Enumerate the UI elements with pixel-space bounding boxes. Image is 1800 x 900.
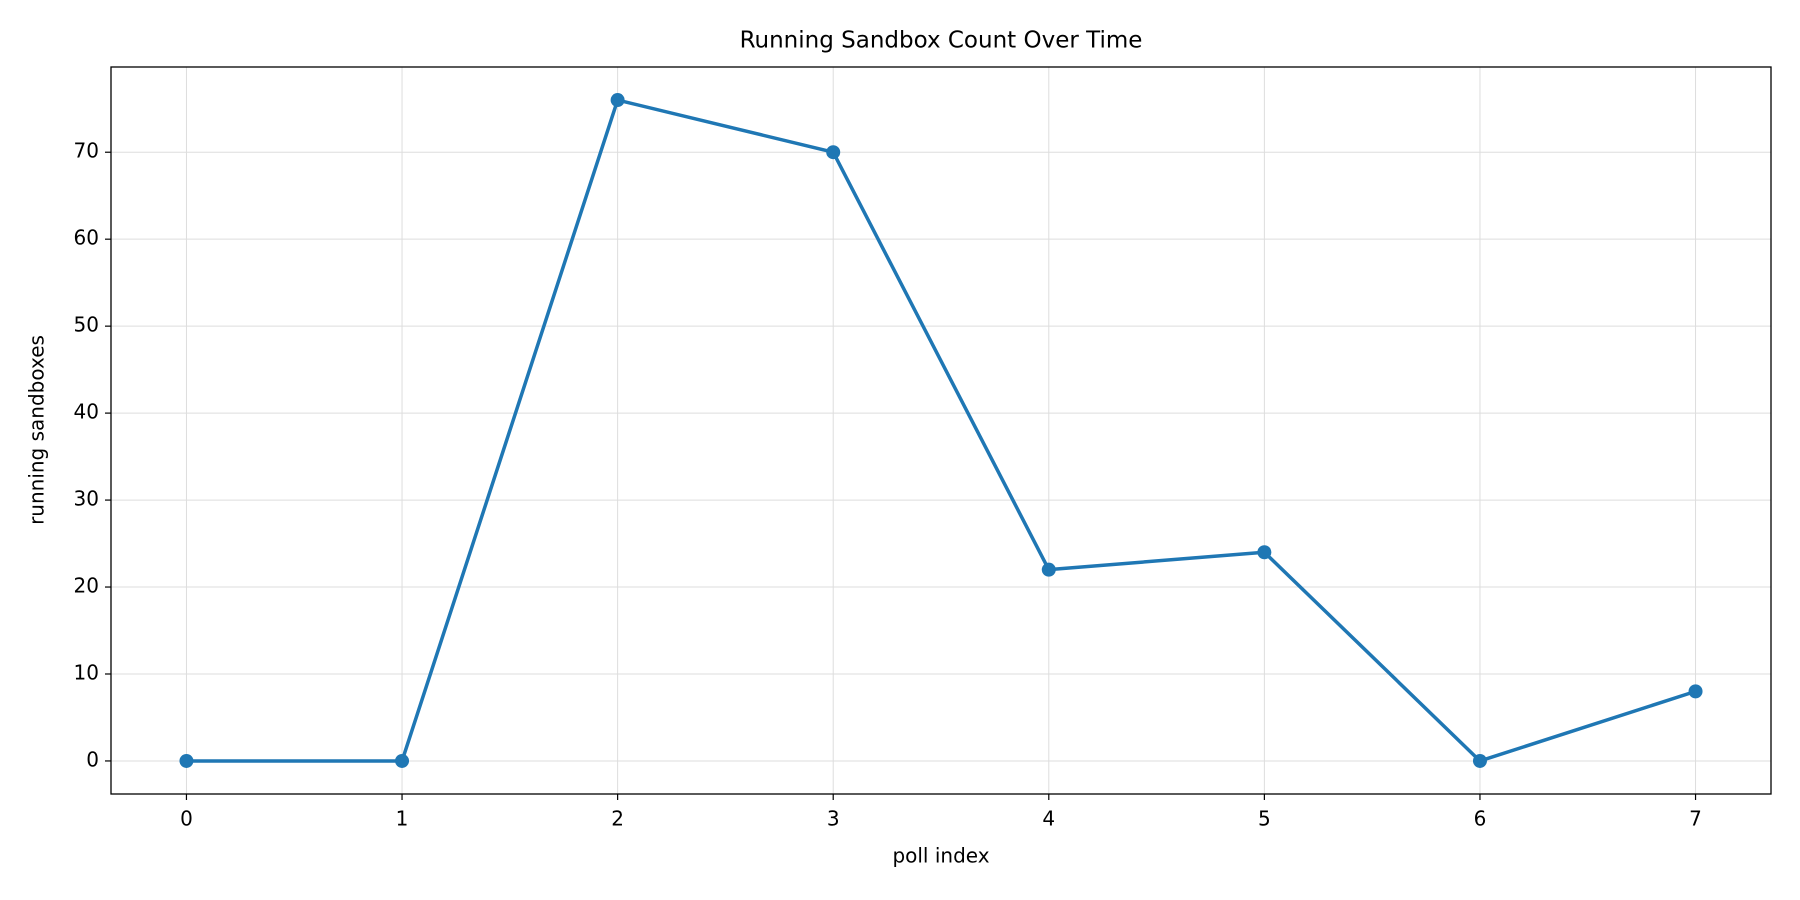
- y-tick-label: 10: [74, 660, 99, 684]
- x-tick-label: 1: [396, 807, 409, 831]
- y-tick-label: 0: [86, 747, 99, 771]
- point: [1257, 545, 1272, 560]
- plot-frame: [110, 66, 1772, 795]
- x-tick-label: 6: [1474, 807, 1487, 831]
- y-tick-label: 60: [74, 226, 99, 250]
- x-tick-label: 3: [827, 807, 840, 831]
- y-axis-label: running sandboxes: [25, 335, 49, 525]
- point: [1472, 753, 1487, 768]
- x-axis-label: poll index: [892, 844, 989, 868]
- point: [610, 93, 625, 108]
- y-tick-label: 20: [74, 574, 99, 598]
- y-tick-label: 50: [74, 313, 99, 337]
- line: [186, 98, 1697, 763]
- point: [826, 145, 841, 160]
- x-tick-label: 5: [1258, 807, 1271, 831]
- point: [1688, 684, 1703, 699]
- point: [1041, 562, 1056, 577]
- y-tick-label: 40: [74, 400, 99, 424]
- x-tick-label: 0: [180, 807, 193, 831]
- y-tick-label: 30: [74, 487, 99, 511]
- chart-title: Running Sandbox Count Over Time: [740, 28, 1143, 54]
- x-tick-label: 7: [1689, 807, 1702, 831]
- x-tick-label: 2: [611, 807, 624, 831]
- point: [395, 753, 410, 768]
- x-tick-label: 4: [1042, 807, 1055, 831]
- point: [179, 753, 194, 768]
- y-tick-label: 70: [74, 139, 99, 163]
